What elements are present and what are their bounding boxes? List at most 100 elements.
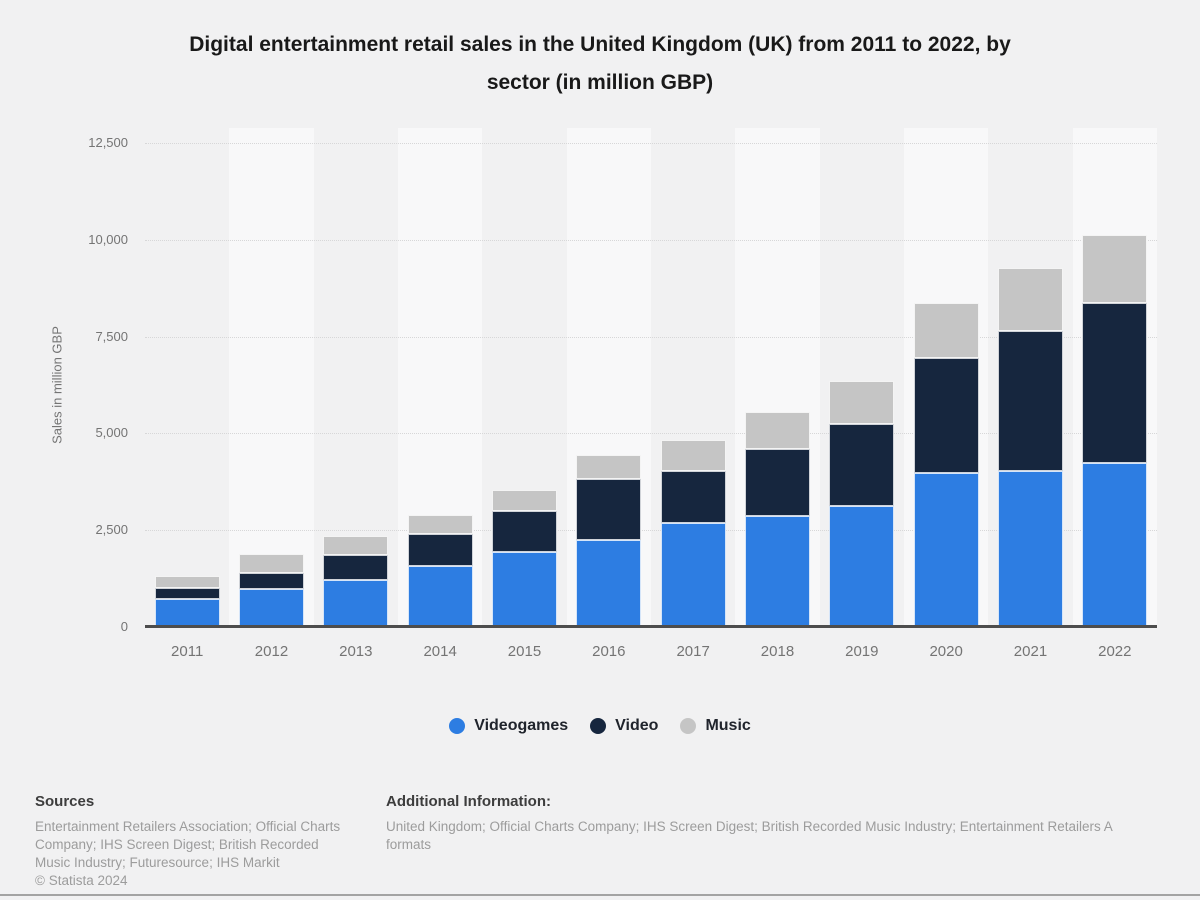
additional-information-block: Additional Information: United Kingdom; … (386, 793, 1200, 854)
page-bottom-border (0, 894, 1200, 896)
bar-segment-music-2020[interactable] (913, 302, 979, 359)
plot-area (145, 143, 1157, 628)
bar-2012 (239, 143, 304, 627)
plot-column-stripe (229, 128, 314, 627)
x-tick-label-2016: 2016 (592, 643, 626, 660)
y-axis-tick-labels: 0 2,500 5,000 7,500 10,000 12,500 (0, 135, 128, 634)
bar-2015 (492, 143, 557, 627)
legend-dot-icon (680, 718, 697, 734)
x-tick-label-2015: 2015 (507, 643, 542, 660)
bar-segment-videogames-2014[interactable] (407, 566, 473, 627)
x-tick-label-2021: 2021 (1013, 643, 1048, 660)
sources-heading: Sources (35, 793, 95, 810)
bar-2014 (407, 143, 473, 627)
bar-segment-video-2016[interactable] (576, 478, 642, 540)
legend-item-music[interactable]: Music (680, 717, 751, 735)
bar-segment-music-2019[interactable] (829, 380, 895, 424)
bar-segment-videogames-2022[interactable] (1082, 463, 1148, 627)
sources-block: Sources Entertainment Retailers Associat… (35, 793, 385, 890)
gridline-10000 (145, 239, 1157, 241)
chart-title-line2: sector (in million GBP) (486, 71, 714, 94)
gridline-7500 (145, 336, 1157, 338)
bar-segment-videogames-2011[interactable] (154, 599, 220, 627)
bar-segment-videogames-2012[interactable] (239, 589, 304, 627)
bar-segment-videogames-2019[interactable] (829, 506, 895, 627)
bar-segment-video-2013[interactable] (323, 555, 389, 580)
chart-title: Digital entertainment retail sales in th… (0, 26, 1200, 102)
bar-2013 (323, 143, 389, 627)
legend-item-video[interactable]: Video (590, 717, 658, 735)
bar-segment-videogames-2020[interactable] (913, 473, 979, 627)
y-tick-label: 0 (120, 619, 128, 634)
bar-segment-music-2013[interactable] (323, 536, 389, 556)
bar-segment-music-2012[interactable] (239, 554, 304, 573)
bar-segment-videogames-2016[interactable] (576, 539, 642, 627)
x-tick-label-2019: 2019 (845, 643, 879, 660)
bar-segment-music-2018[interactable] (745, 412, 810, 449)
bar-segment-videogames-2015[interactable] (492, 552, 557, 627)
y-tick-label: 2,500 (95, 522, 128, 538)
bar-segment-video-2012[interactable] (239, 572, 304, 590)
statista-copyright: © Statista 2024 (35, 873, 128, 888)
bar-segment-music-2016[interactable] (576, 454, 642, 479)
gridline-5000 (145, 433, 1157, 435)
x-tick-label-2017: 2017 (676, 643, 710, 660)
x-tick-label-2022: 2022 (1098, 643, 1132, 660)
x-tick-label-2013: 2013 (339, 643, 373, 660)
legend-dot-icon (449, 718, 466, 734)
bar-2011 (154, 143, 220, 627)
additional-information-line: United Kingdom; Official Charts Company;… (386, 819, 1113, 834)
x-tick-label-2011: 2011 (171, 643, 204, 660)
x-tick-label-2020: 2020 (929, 643, 963, 660)
bar-segment-videogames-2017[interactable] (660, 522, 726, 627)
bar-2018 (745, 143, 810, 627)
chart-title-line1: Digital entertainment retail sales in th… (189, 33, 1011, 56)
legend-item-videogames[interactable]: Videogames (449, 717, 568, 735)
legend-label: Video (615, 717, 659, 734)
bar-segment-video-2015[interactable] (492, 511, 557, 553)
bar-segment-videogames-2021[interactable] (998, 471, 1063, 627)
bar-segment-video-2019[interactable] (829, 423, 895, 506)
bar-segment-video-2020[interactable] (913, 358, 979, 474)
bar-segment-video-2014[interactable] (407, 534, 473, 567)
y-tick-label: 7,500 (95, 328, 128, 344)
bar-segment-music-2015[interactable] (492, 490, 557, 512)
bar-2016 (576, 143, 642, 627)
bar-segment-video-2021[interactable] (998, 331, 1063, 472)
legend-label: Videogames (474, 717, 569, 734)
bar-segment-videogames-2018[interactable] (745, 515, 810, 627)
chart-legend: Videogames Video Music (0, 717, 1200, 735)
bar-segment-music-2014[interactable] (407, 514, 473, 535)
y-tick-label: 12,500 (88, 135, 128, 150)
gridline-12500 (145, 143, 1157, 144)
y-tick-label: 5,000 (95, 425, 128, 441)
bar-segment-music-2011[interactable] (154, 576, 220, 589)
bar-segment-music-2022[interactable] (1082, 234, 1148, 304)
gridline-2500 (145, 530, 1157, 532)
x-tick-label-2012: 2012 (254, 643, 289, 660)
x-tick-label-2014: 2014 (423, 643, 457, 660)
additional-information-heading: Additional Information: (386, 793, 551, 810)
bar-2022 (1082, 143, 1148, 627)
x-axis-line (145, 625, 1157, 628)
bar-segment-music-2017[interactable] (660, 440, 726, 471)
sources-line: Entertainment Retailers Association; Off… (35, 819, 341, 834)
bar-segment-videogames-2013[interactable] (323, 579, 389, 627)
bar-2020 (913, 143, 979, 627)
sources-line: Company; IHS Screen Digest; British Reco… (35, 837, 319, 852)
bar-segment-video-2017[interactable] (660, 470, 726, 523)
bar-segment-music-2021[interactable] (998, 267, 1063, 331)
bar-segment-video-2018[interactable] (745, 448, 810, 516)
x-tick-label-2018: 2018 (760, 643, 795, 660)
legend-dot-icon (590, 718, 607, 734)
bar-2019 (829, 143, 895, 627)
bar-2021 (998, 143, 1063, 627)
sources-line: Music Industry; Futuresource; IHS Markit (35, 855, 280, 870)
bar-2017 (660, 143, 726, 627)
y-tick-label: 10,000 (88, 231, 128, 247)
bar-segment-video-2022[interactable] (1082, 303, 1148, 464)
additional-information-line: formats (386, 837, 432, 852)
bar-segment-video-2011[interactable] (154, 588, 220, 600)
legend-label: Music (705, 717, 751, 734)
